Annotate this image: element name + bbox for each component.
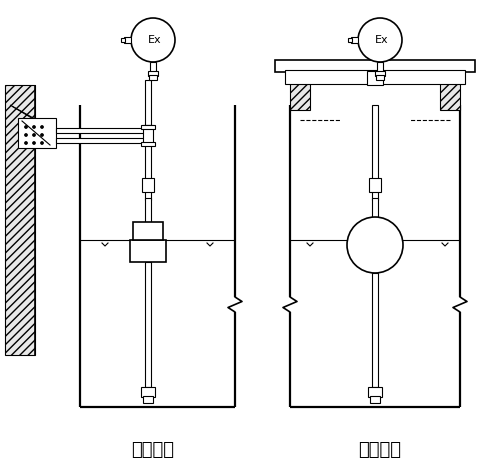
Circle shape (32, 133, 35, 136)
Bar (142, 178, 154, 192)
Circle shape (358, 18, 402, 62)
Bar (121, 38, 125, 42)
Circle shape (131, 18, 175, 62)
Bar (133, 222, 163, 240)
Bar (372, 58, 378, 84)
Bar (368, 387, 382, 397)
Text: Ex: Ex (375, 35, 389, 45)
Text: 法兰固定: 法兰固定 (358, 441, 402, 459)
Bar (372, 198, 378, 220)
Circle shape (40, 133, 43, 136)
Circle shape (40, 125, 43, 129)
Bar (348, 38, 352, 42)
Circle shape (32, 125, 35, 129)
Bar (124, 37, 131, 43)
Circle shape (24, 133, 28, 136)
Bar (145, 145, 151, 200)
Bar (145, 80, 151, 125)
Bar (290, 80, 310, 110)
Bar (56, 138, 147, 143)
Bar (372, 60, 378, 80)
Bar (143, 396, 153, 403)
Bar (130, 240, 166, 262)
Text: Ex: Ex (148, 35, 162, 45)
Bar (351, 37, 358, 43)
Circle shape (24, 142, 28, 144)
Bar (18, 118, 56, 148)
Bar (375, 71, 385, 76)
Bar (369, 178, 381, 192)
Bar (367, 71, 383, 85)
Bar (285, 70, 465, 84)
Bar (149, 75, 157, 80)
Bar (377, 62, 383, 72)
Bar (56, 128, 147, 133)
Bar (145, 262, 151, 387)
Bar (372, 273, 378, 387)
Circle shape (40, 142, 43, 144)
Bar (148, 71, 158, 76)
Bar (275, 60, 475, 72)
Bar (150, 62, 156, 72)
Bar (141, 125, 155, 129)
Bar (376, 75, 384, 80)
Bar (5, 85, 35, 355)
Bar (145, 198, 151, 230)
Bar (143, 125, 153, 145)
Bar (141, 387, 155, 397)
Circle shape (347, 217, 403, 273)
Bar (370, 396, 380, 403)
Circle shape (24, 125, 28, 129)
Text: 架装固定: 架装固定 (132, 441, 174, 459)
Bar (372, 105, 378, 200)
Circle shape (32, 142, 35, 144)
Bar (141, 142, 155, 146)
Bar (440, 80, 460, 110)
